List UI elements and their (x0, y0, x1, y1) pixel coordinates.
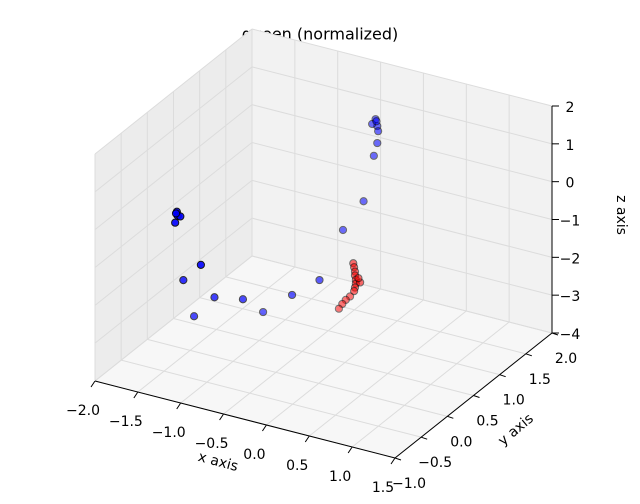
point (334, 304, 343, 313)
tick-mark (133, 391, 139, 399)
point (338, 225, 348, 235)
axis-line (94, 380, 396, 459)
tick-mark (473, 395, 480, 398)
x-tick-label: −1.5 (109, 414, 143, 430)
tick-mark (347, 446, 353, 454)
tick-mark (525, 353, 532, 357)
grid-line (251, 179, 553, 258)
point (315, 275, 324, 285)
point (350, 287, 359, 296)
point (238, 295, 248, 304)
point (374, 127, 383, 136)
point (359, 197, 368, 206)
grid-line (94, 142, 253, 268)
point (287, 290, 297, 300)
x-tick-label: −1.0 (152, 425, 186, 441)
z-tick-label: −2 (560, 251, 581, 267)
z-tick-label: −3 (560, 289, 581, 305)
x-tick-label: −0.5 (195, 436, 229, 452)
grid-line (94, 28, 253, 155)
grid-line (251, 28, 553, 107)
grid-line (94, 217, 253, 344)
axis-line (394, 332, 553, 459)
grid-line (94, 179, 253, 306)
z-tick-label: −1 (560, 214, 581, 230)
z-tick-label: 0 (566, 176, 575, 192)
y-tick-label: −1.0 (392, 476, 426, 492)
grid-line (251, 255, 553, 334)
grid-line (251, 217, 553, 296)
grid-line (147, 338, 448, 417)
y-tick-label: 1.5 (529, 372, 551, 388)
grid-line (251, 142, 553, 220)
tick-mark (304, 435, 310, 443)
x-tick-label: 1.5 (372, 480, 394, 496)
tick-mark (421, 436, 428, 440)
point (210, 293, 219, 302)
y-tick-label: −0.5 (418, 455, 452, 471)
tick-mark (219, 413, 224, 421)
grid-line (251, 66, 553, 145)
point (189, 312, 199, 321)
grid-line (225, 276, 526, 355)
grid-line (94, 255, 253, 382)
tick-mark (262, 424, 267, 432)
y-tick-label: 2.0 (555, 351, 577, 367)
x-tick-label: 1.0 (329, 469, 351, 485)
y-tick-label: 0.5 (476, 414, 498, 430)
x-tick-label: −2.0 (66, 403, 100, 419)
z-tick-label: 1 (566, 138, 575, 154)
tick-mark (176, 402, 182, 410)
y-axis-label: y axis (495, 411, 537, 449)
point (373, 138, 382, 148)
tick-mark (447, 415, 454, 419)
y-tick-label: 1.0 (503, 393, 525, 409)
point (372, 117, 381, 126)
grid-line (121, 359, 422, 438)
point (258, 307, 268, 317)
tick-mark (390, 457, 396, 465)
grid-line (199, 297, 500, 376)
grid-line (173, 318, 474, 396)
point (179, 275, 188, 285)
z-tick-label: 2 (566, 100, 575, 116)
point (354, 274, 363, 283)
x-axis-label: x axis (196, 449, 240, 475)
grid-line (94, 104, 253, 231)
tick-mark (499, 374, 506, 378)
tick-mark (90, 380, 96, 388)
point (369, 151, 378, 160)
z-tick-label: −4 (560, 327, 581, 343)
y-tick-label: 0.0 (450, 434, 472, 450)
z-axis-label: z axis (613, 195, 629, 235)
x-tick-label: 0.0 (243, 447, 265, 463)
grid-line (251, 104, 553, 183)
grid-line (94, 66, 253, 193)
point (171, 218, 180, 227)
point (196, 260, 205, 269)
tick-mark (394, 457, 402, 461)
x-tick-label: 0.5 (286, 458, 308, 474)
point (171, 209, 181, 218)
